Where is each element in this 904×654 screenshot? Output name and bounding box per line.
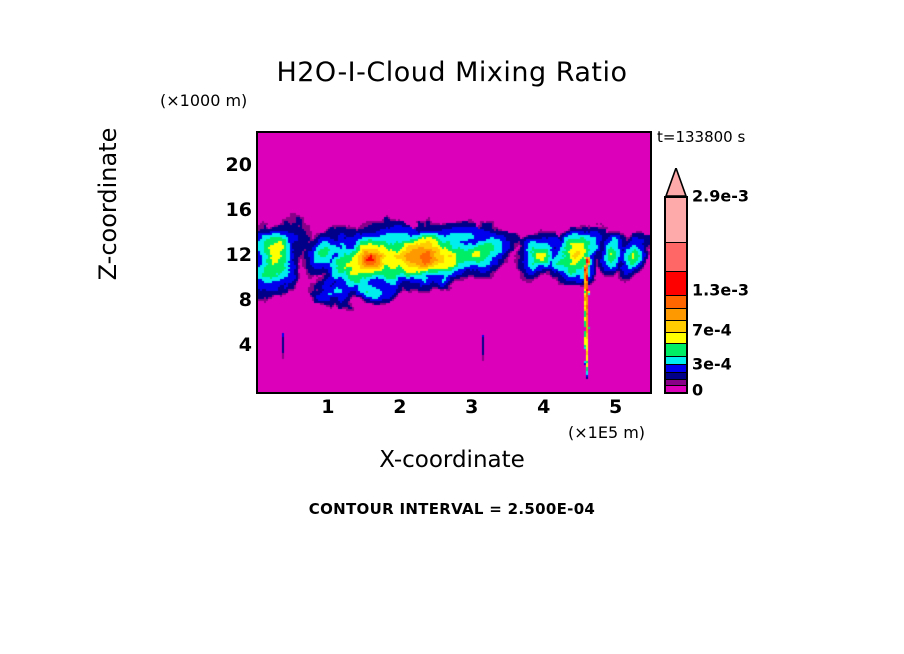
y-tick-20: 20 (225, 153, 252, 176)
colorbar-band-2 (666, 271, 686, 296)
x-tick-4: 4 (537, 396, 551, 418)
colorbar-arrow-icon (665, 168, 687, 196)
x-axis-title: X-coordinate (379, 447, 525, 473)
x-tick-5: 5 (609, 396, 623, 418)
colorbar-band-0 (666, 198, 686, 243)
colorbar-band-8 (666, 357, 686, 365)
colorbar-band-1 (666, 242, 686, 272)
x-axis-unit-label: (×1E5 m) (568, 423, 646, 442)
colorbar-band-10 (666, 372, 686, 381)
colorbar-band-9 (666, 364, 686, 373)
colorbar (664, 168, 688, 394)
x-axis-tick-labels: 1 2 3 4 5 (256, 396, 648, 422)
contour-field (258, 133, 650, 392)
y-tick-16: 16 (225, 198, 252, 221)
colorbar-label-0: 2.9e-3 (692, 186, 749, 206)
colorbar-bands (664, 196, 688, 394)
colorbar-band-4 (666, 308, 686, 322)
colorbar-band-11 (666, 380, 686, 387)
x-tick-1: 1 (321, 396, 335, 418)
x-tick-3: 3 (465, 396, 479, 418)
colorbar-band-6 (666, 332, 686, 345)
y-axis-unit-label: (×1000 m) (160, 91, 248, 110)
colorbar-band-5 (666, 321, 686, 333)
y-tick-4: 4 (238, 333, 252, 356)
y-tick-12: 12 (225, 243, 252, 266)
y-axis-title: Z-coordinate (94, 127, 122, 281)
colorbar-tick-labels: 2.9e-3 1.3e-3 7e-4 3e-4 0 (692, 168, 842, 408)
y-axis-tick-labels: 4 8 12 16 20 (196, 131, 252, 390)
plot-area (256, 131, 652, 394)
colorbar-label-2: 7e-4 (692, 320, 732, 340)
colorbar-band-7 (666, 344, 686, 358)
colorbar-label-1: 1.3e-3 (692, 280, 749, 300)
colorbar-band-12 (666, 386, 686, 392)
colorbar-label-4: 0 (692, 380, 704, 400)
y-tick-8: 8 (238, 288, 252, 311)
colorbar-band-3 (666, 295, 686, 309)
page-title: H2O-I-Cloud Mixing Ratio (276, 57, 628, 88)
time-annotation: t=133800 s (657, 128, 746, 146)
colorbar-label-3: 3e-4 (692, 354, 732, 374)
contour-interval-note: CONTOUR INTERVAL = 2.500E-04 (308, 500, 596, 518)
x-tick-2: 2 (393, 396, 407, 418)
